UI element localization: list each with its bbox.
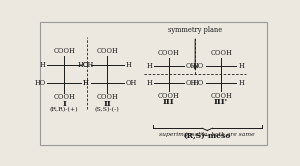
Text: COOH: COOH: [158, 92, 180, 100]
Text: HO: HO: [34, 80, 46, 87]
Text: H: H: [83, 80, 89, 87]
Text: III': III': [214, 98, 228, 106]
Text: H: H: [146, 79, 152, 86]
Text: I: I: [62, 100, 66, 108]
Text: (R,R)-(+): (R,R)-(+): [50, 107, 79, 113]
Text: (S,S)-(-): (S,S)-(-): [95, 107, 120, 113]
Text: HO: HO: [77, 61, 89, 69]
Text: H: H: [126, 61, 132, 69]
Text: COOH: COOH: [96, 93, 118, 101]
Text: COOH: COOH: [53, 47, 75, 55]
Text: H: H: [146, 62, 152, 70]
Text: symmetry plane: symmetry plane: [168, 26, 222, 34]
Text: HO: HO: [193, 62, 204, 70]
Text: COOH: COOH: [210, 92, 232, 100]
Text: OH: OH: [83, 61, 94, 69]
Text: H: H: [238, 79, 244, 86]
Text: II: II: [103, 100, 111, 108]
Text: OH: OH: [186, 79, 197, 86]
Text: H: H: [238, 62, 244, 70]
Text: COOH: COOH: [210, 49, 232, 57]
Text: COOH: COOH: [158, 49, 180, 57]
Text: OH: OH: [186, 62, 197, 70]
Text: HO: HO: [193, 79, 204, 86]
Text: (R,S)-meso: (R,S)-meso: [184, 133, 231, 141]
Text: III: III: [163, 98, 175, 106]
Text: COOH: COOH: [96, 47, 118, 55]
Text: COOH: COOH: [53, 93, 75, 101]
Text: superimposable, both are same: superimposable, both are same: [159, 132, 255, 137]
Text: H: H: [83, 80, 88, 87]
Text: OH: OH: [126, 80, 137, 87]
Text: H: H: [40, 61, 46, 69]
